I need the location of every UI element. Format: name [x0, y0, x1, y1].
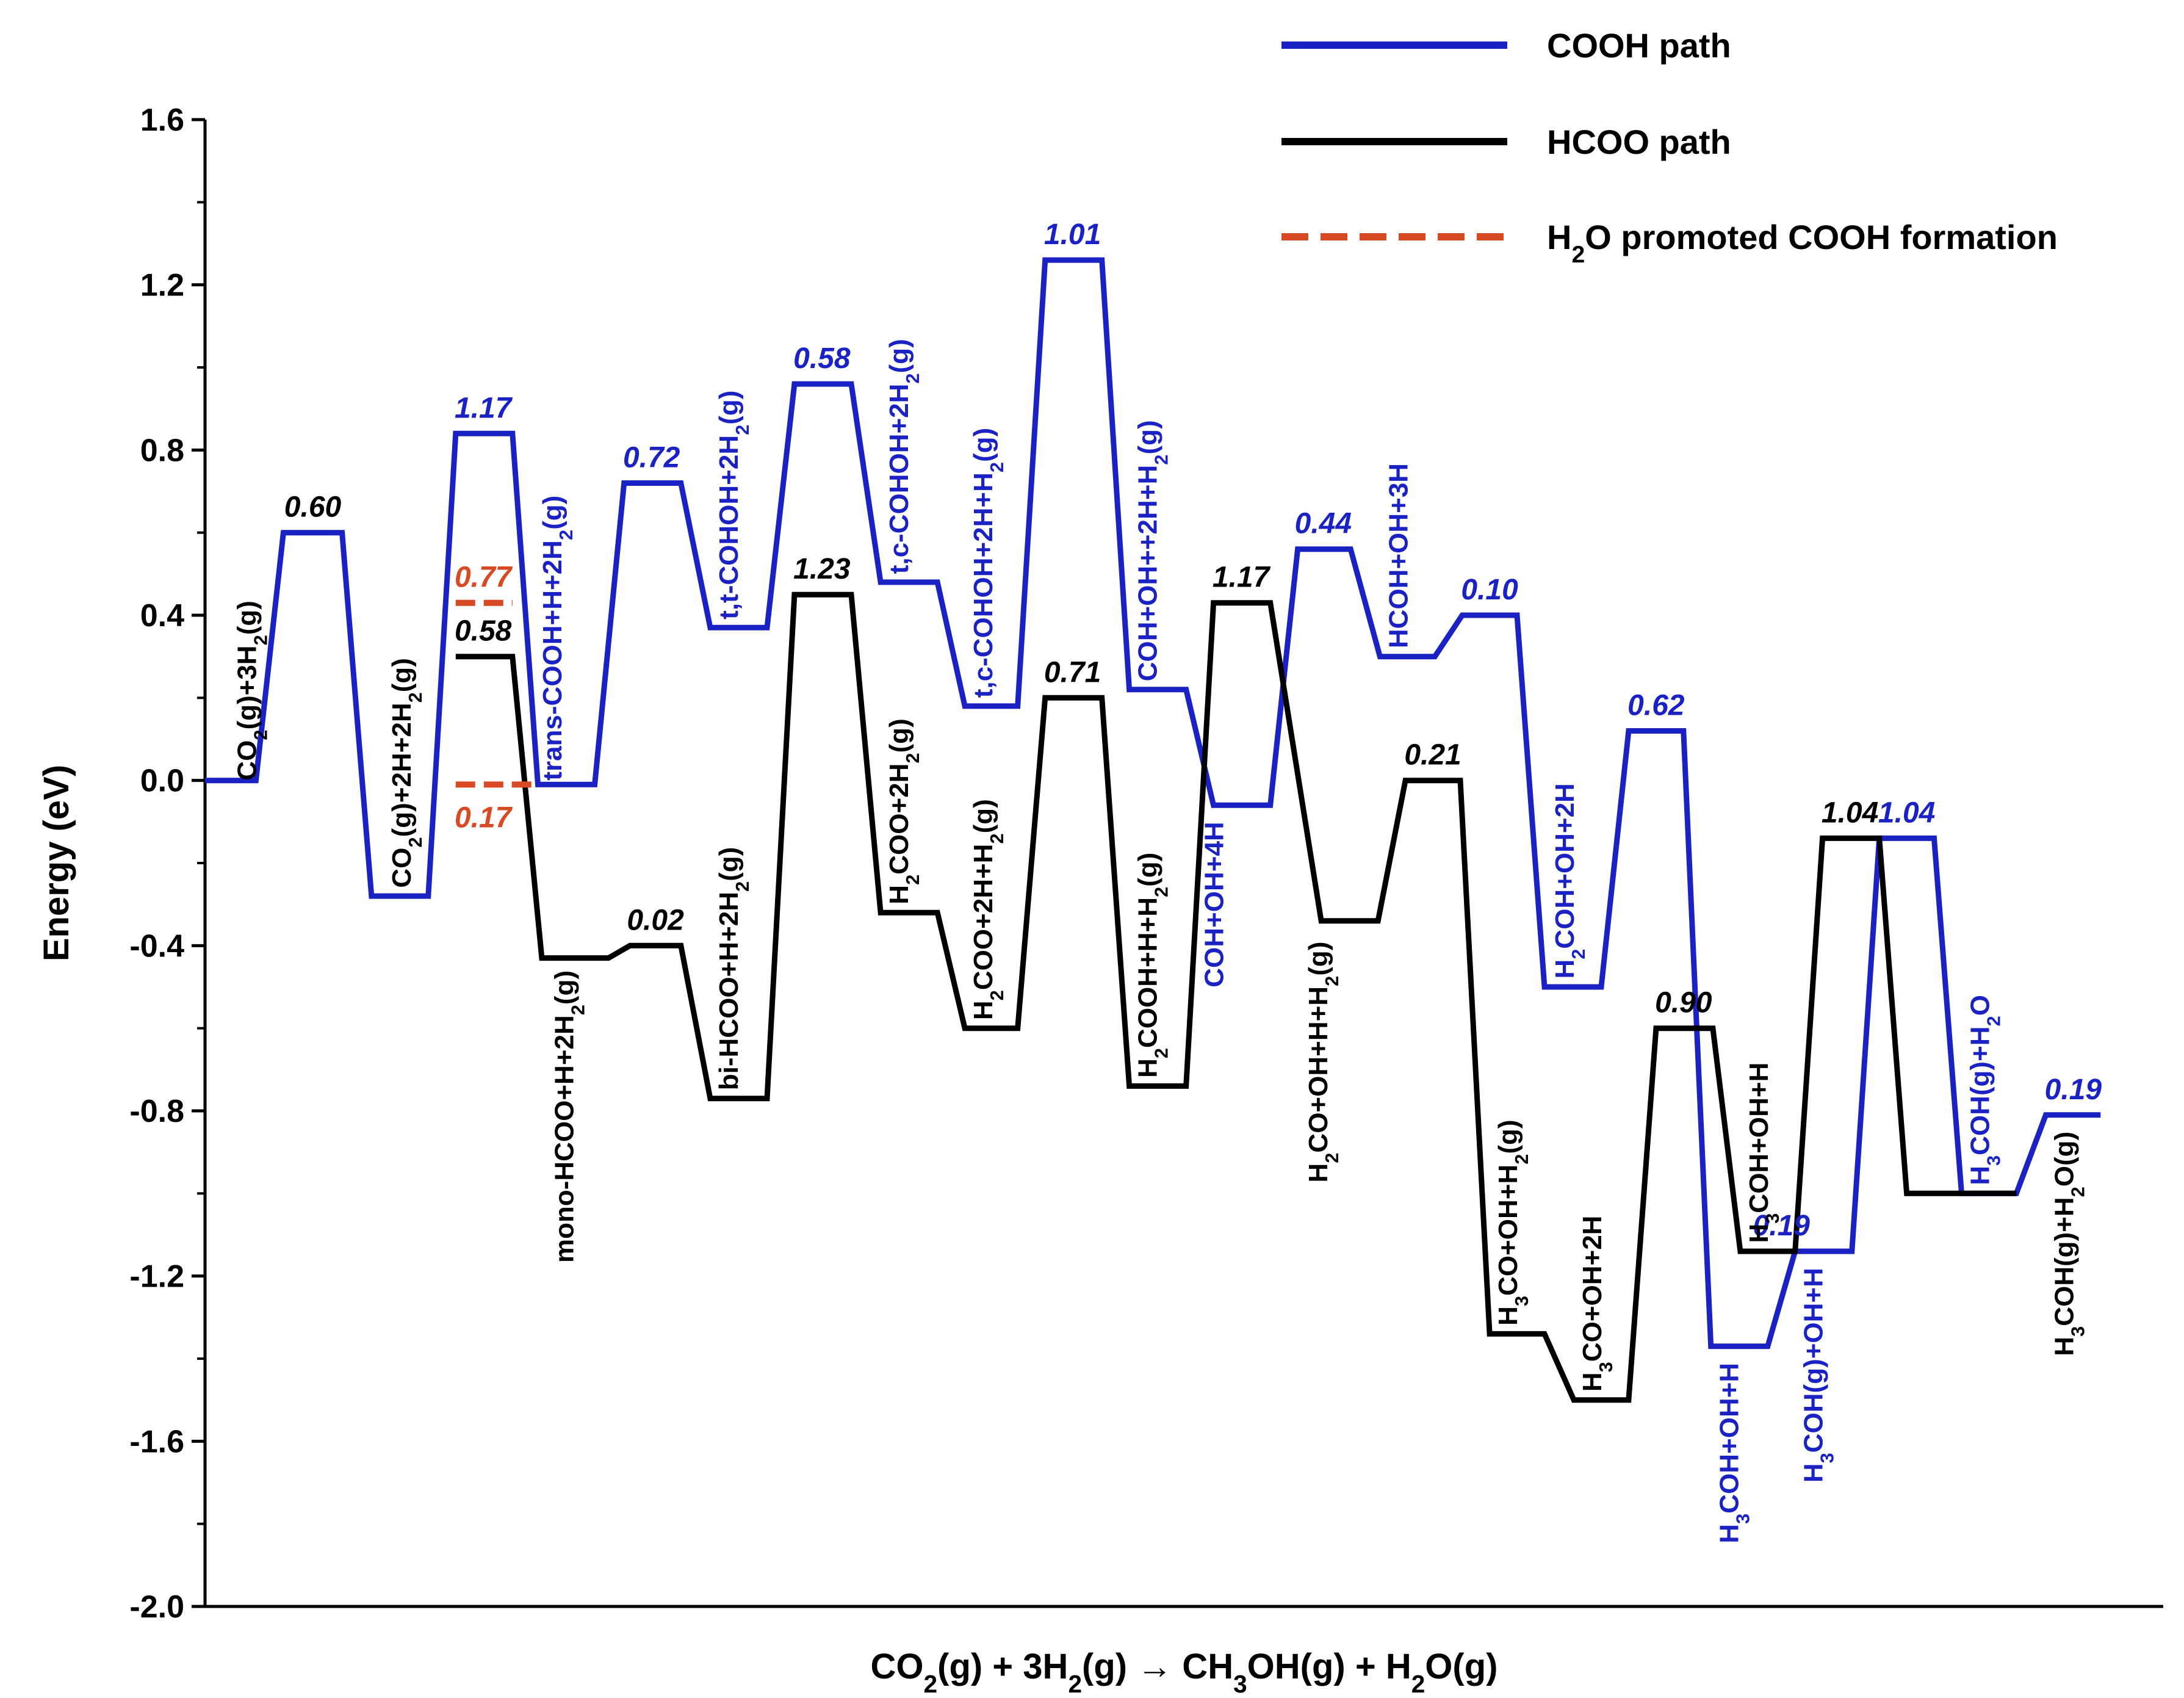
barrier-label: 1.04 — [1878, 797, 1935, 829]
state-label: t,t-COHOH+2H2(g) — [714, 391, 753, 620]
barrier-label: 0.58 — [793, 342, 851, 375]
barrier-label: 0.77 — [455, 562, 513, 594]
y-tick-label: 0.0 — [140, 764, 184, 799]
barrier-label: 1.17 — [1213, 562, 1271, 594]
state-label: t,c-COHOH+2H+H2(g) — [968, 428, 1007, 698]
y-axis-title: Energy (eV) — [37, 765, 76, 961]
state-label: H3COH+OH+H — [1715, 1363, 1754, 1544]
state-label: H3CO+OH+H2(g) — [1493, 1119, 1532, 1325]
y-tick-label: 0.8 — [140, 433, 184, 468]
y-tick-label: -0.4 — [129, 928, 184, 964]
barrier-label: 1.23 — [793, 553, 851, 585]
y-tick-label: 1.6 — [140, 103, 184, 138]
state-label: H3COH+OH+H — [1744, 1063, 1783, 1243]
barrier-label: 0.44 — [1295, 508, 1352, 540]
y-tick-label: -0.8 — [129, 1094, 184, 1129]
barrier-label: 0.58 — [455, 615, 512, 648]
state-label: bi-HCOO+H+2H2(g) — [714, 847, 753, 1091]
series-line-hcoo — [455, 591, 2017, 1403]
legend-label-cooh: COOH path — [1547, 26, 1731, 65]
state-label: H3COH(g)+H2O(g) — [2049, 1132, 2088, 1356]
barrier-label: 0.90 — [1655, 987, 1712, 1019]
legend-label-hcoo: HCOO path — [1547, 123, 1731, 161]
state-label: H3CO+OH+2H — [1577, 1216, 1616, 1392]
barrier-label: 0.60 — [284, 491, 342, 524]
y-tick-label: 1.2 — [140, 268, 184, 303]
state-label: H2CO+OH+H+H2(g) — [1303, 942, 1342, 1183]
state-label: HCOH+OH+3H — [1383, 463, 1413, 648]
barrier-label: 0.21 — [1404, 739, 1461, 771]
barrier-label: 0.71 — [1044, 656, 1101, 688]
barrier-label: 0.17 — [455, 801, 513, 834]
y-tick-label: -1.6 — [129, 1424, 184, 1459]
state-label: COH+OH+4H — [1200, 822, 1230, 987]
x-axis-title: CO2(g) + 3H2(g) → CH3OH(g) + H2O(g) — [871, 1647, 1498, 1698]
state-label: H2COO+2H+H2(g) — [968, 799, 1007, 1020]
state-label: trans-COOH+H+2H2(g) — [538, 496, 577, 781]
state-label: H3COH(g)+OH+H — [1799, 1268, 1838, 1483]
series-line-cooh — [205, 257, 2101, 1349]
y-tick-label: -1.2 — [129, 1259, 184, 1295]
state-label: H2COO+2H2(g) — [884, 718, 923, 904]
barrier-label: 1.17 — [455, 392, 513, 424]
y-tick-label: 0.4 — [140, 598, 184, 634]
barrier-label: 0.19 — [1753, 1210, 1811, 1242]
state-label: H2COOH+H+H2(g) — [1133, 853, 1172, 1078]
barrier-label: 0.72 — [623, 441, 680, 474]
state-label: CO2(g)+2H+2H2(g) — [387, 658, 426, 888]
state-label: H3COH(g)+H2O — [1965, 995, 2004, 1185]
state-label: H2COH+OH+2H — [1550, 783, 1589, 978]
state-label: mono-HCOO+H+2H2(g) — [549, 970, 588, 1263]
legend-label-h2o: H2O promoted COOH formation — [1547, 218, 2058, 268]
state-label: CO2(g)+3H2(g) — [232, 601, 271, 781]
barrier-label: 0.10 — [1461, 574, 1518, 606]
y-tick-label: -2.0 — [129, 1589, 184, 1625]
barrier-label: 1.01 — [1044, 219, 1101, 251]
barrier-label: 0.19 — [2045, 1074, 2102, 1106]
state-label: t,c-COHOH+2H2(g) — [884, 339, 923, 574]
barrier-label: 1.04 — [1822, 797, 1878, 829]
state-label: COH+OH++2H+H2(g) — [1133, 420, 1172, 681]
barrier-label: 0.02 — [627, 904, 684, 936]
barrier-label: 0.62 — [1627, 689, 1685, 721]
